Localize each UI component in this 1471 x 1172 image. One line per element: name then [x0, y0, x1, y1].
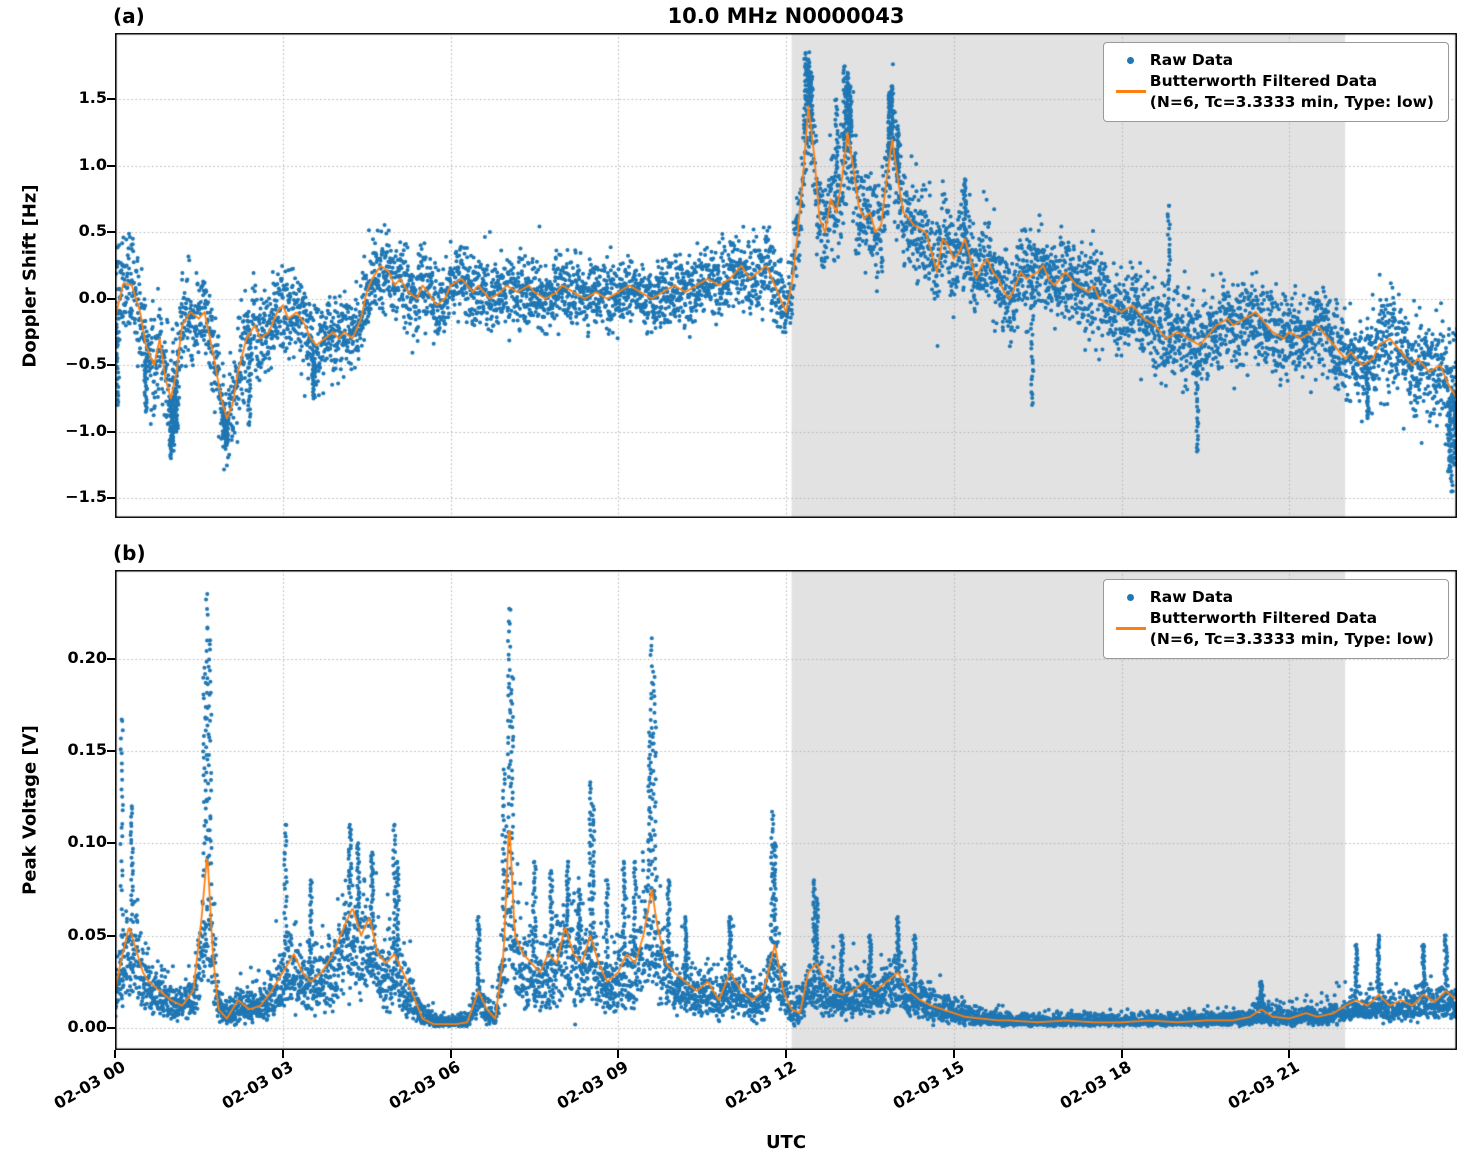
- legend-filtered-label: Butterworth Filtered Data: [1149, 608, 1378, 627]
- x-tick-mark: [449, 1050, 452, 1058]
- x-tick-label: 02-03 12: [721, 1057, 800, 1113]
- y-tick-label: −1.5: [65, 487, 107, 507]
- y-tick-label: 0.10: [67, 832, 107, 852]
- x-tick-label: 02-03 18: [1057, 1057, 1135, 1113]
- legend-raw-row: Raw Data: [1112, 587, 1434, 608]
- x-tick-mark: [785, 1050, 787, 1058]
- legend-filtered-sublabel: (N=6, Tc=3.3333 min, Type: low): [1149, 92, 1434, 111]
- raw-data-marker-icon: [1127, 56, 1135, 64]
- y-tick-mark: [107, 164, 115, 167]
- x-tick-label: 02-03 06: [386, 1057, 464, 1113]
- x-tick-label: 02-03 15: [889, 1057, 968, 1113]
- y-tick-label: 0.20: [67, 647, 107, 667]
- panel-a-legend: Raw Data Butterworth Filtered Data (N=6,…: [1102, 42, 1449, 122]
- legend-raw-label: Raw Data: [1149, 588, 1234, 606]
- y-tick-label: 0.05: [67, 924, 107, 944]
- legend-filtered-row: Butterworth Filtered Data (N=6, Tc=3.333…: [1112, 608, 1434, 650]
- y-tick-label: −0.5: [65, 354, 107, 374]
- y-tick-mark: [107, 497, 115, 500]
- y-tick-mark: [107, 98, 115, 101]
- y-tick-mark: [107, 1026, 115, 1029]
- y-tick-label: 0.0: [78, 287, 107, 307]
- y-tick-mark: [107, 842, 115, 845]
- x-axis-title: UTC: [765, 1132, 807, 1153]
- y-tick-label: 0.00: [67, 1016, 107, 1036]
- panel-a-y-axis-title: Doppler Shift [Hz]: [19, 184, 41, 368]
- filtered-line-marker-icon: [1115, 627, 1146, 631]
- legend-filtered-sublabel: (N=6, Tc=3.3333 min, Type: low): [1149, 629, 1434, 648]
- x-tick-label: 02-03 21: [1224, 1057, 1303, 1113]
- legend-raw-label: Raw Data: [1149, 51, 1234, 69]
- y-tick-label: 1.0: [78, 154, 107, 174]
- raw-data-marker-icon: [1127, 593, 1135, 601]
- x-tick-mark: [952, 1050, 955, 1058]
- y-tick-label: 0.15: [67, 739, 107, 759]
- x-tick-mark: [617, 1050, 620, 1058]
- y-tick-label: 0.5: [78, 221, 107, 241]
- figure-title: 10.0 MHz N0000043: [667, 4, 905, 28]
- panel-b-legend: Raw Data Butterworth Filtered Data (N=6,…: [1102, 579, 1449, 659]
- legend-raw-row: Raw Data: [1112, 50, 1434, 71]
- y-tick-mark: [107, 297, 115, 300]
- legend-filtered-label: Butterworth Filtered Data: [1149, 71, 1378, 90]
- x-tick-label: 02-03 09: [553, 1057, 632, 1113]
- y-tick-mark: [107, 657, 115, 660]
- panel-b-label: (b): [113, 541, 146, 565]
- x-tick-mark: [114, 1050, 116, 1058]
- filtered-line-marker-icon: [1115, 90, 1146, 94]
- x-tick-mark: [1288, 1050, 1291, 1058]
- y-tick-label: 1.5: [78, 88, 107, 108]
- x-tick-mark: [1120, 1050, 1123, 1058]
- panel-a-label: (a): [113, 4, 145, 28]
- x-tick-mark: [281, 1050, 284, 1058]
- y-tick-mark: [107, 749, 115, 752]
- x-tick-label: 02-03 03: [218, 1057, 297, 1113]
- y-tick-mark: [107, 934, 115, 937]
- y-tick-mark: [107, 231, 115, 234]
- legend-filtered-label-block: Butterworth Filtered Data (N=6, Tc=3.333…: [1150, 608, 1434, 650]
- legend-filtered-row: Butterworth Filtered Data (N=6, Tc=3.333…: [1112, 71, 1434, 113]
- y-tick-mark: [107, 364, 115, 367]
- y-tick-mark: [107, 430, 115, 433]
- x-tick-label: 02-03 00: [50, 1057, 129, 1113]
- legend-filtered-label-block: Butterworth Filtered Data (N=6, Tc=3.333…: [1150, 71, 1434, 113]
- panel-b-y-axis-title: Peak Voltage [V]: [19, 725, 41, 895]
- y-tick-label: −1.0: [65, 420, 107, 440]
